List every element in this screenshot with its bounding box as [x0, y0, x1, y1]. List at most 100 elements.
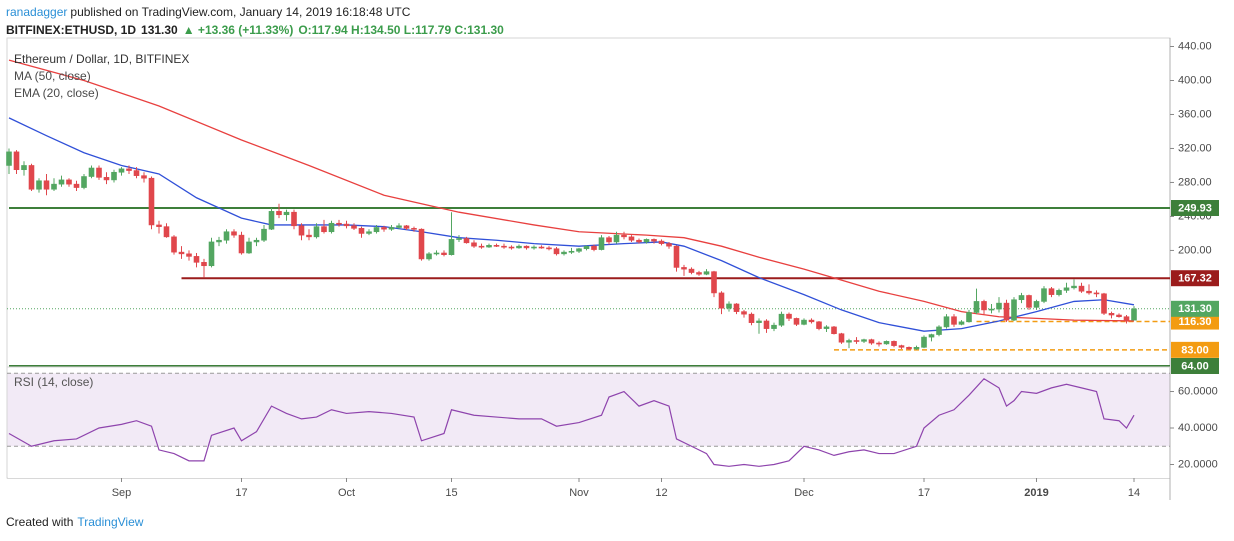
price-tag-label: 131.30 [1178, 303, 1212, 315]
candle-body [913, 347, 920, 350]
candle-body [1033, 301, 1040, 308]
candle-body [388, 227, 395, 230]
y-tick-label: 40.0000 [1178, 422, 1218, 434]
x-tick-label: Oct [338, 487, 355, 499]
candle-body [823, 326, 830, 329]
candle-body [763, 320, 770, 329]
candle-body [696, 272, 702, 275]
symbol: BITFINEX:ETHUSD, 1D [6, 23, 137, 37]
candle-body [876, 342, 882, 345]
candle-body [1003, 302, 1010, 321]
indicator-line [8, 59, 1135, 322]
author[interactable]: ranadagger [6, 5, 68, 19]
candle-body [1011, 299, 1017, 321]
candle-body [441, 252, 447, 255]
candle-body [456, 238, 462, 240]
candle-body [1056, 290, 1062, 295]
candle-body [328, 222, 335, 233]
candle-body [651, 239, 657, 242]
panel-title: RSI (14, close) [14, 375, 93, 389]
symbol-line: BITFINEX:ETHUSD, 1D 131.30 ▲ +13.36 (+11.3… [6, 23, 509, 37]
candle-body [343, 223, 350, 227]
candle-body [396, 225, 402, 228]
candle-body [366, 231, 372, 234]
candle-body [373, 227, 380, 233]
candle-body [756, 320, 762, 323]
price-tag [1171, 200, 1219, 217]
candle-body [546, 247, 552, 250]
candle-body [6, 151, 12, 166]
candle-body [928, 334, 935, 338]
candle-body [96, 167, 102, 178]
candle-body [741, 311, 747, 315]
candle-body [576, 248, 582, 252]
candle-body [1093, 292, 1100, 295]
published: published on TradingView.com, January 14… [70, 5, 411, 19]
candle-body [1071, 285, 1077, 289]
candle-body [178, 251, 185, 255]
candle-body [291, 211, 297, 227]
created-with: Created with [6, 515, 74, 529]
candle-body [666, 243, 672, 247]
candle-body [66, 179, 72, 185]
candle-body [36, 180, 42, 190]
candle-body [51, 183, 57, 190]
candle-body [643, 239, 650, 243]
candle-body [126, 168, 132, 171]
candle-body [501, 245, 507, 248]
candle-body [628, 236, 635, 241]
candle-body [658, 240, 665, 244]
candle-body [156, 224, 162, 227]
candle-body [531, 246, 537, 249]
candle-body [1108, 313, 1115, 316]
candle-body [201, 262, 207, 267]
candle-body [1063, 287, 1070, 291]
rsi-band [7, 373, 1170, 447]
candle-body [943, 316, 950, 328]
x-tick-label: Nov [569, 487, 589, 499]
candle-body [996, 302, 1002, 310]
footer: Created with TradingView [6, 515, 143, 529]
candle-body [748, 313, 755, 323]
candle-body [771, 324, 777, 329]
candle-body [1123, 316, 1130, 321]
candle-body [118, 168, 125, 173]
candle-body [13, 151, 20, 171]
rsi-line [8, 377, 1135, 467]
y-tick-label: 60.0000 [1178, 385, 1218, 397]
last-price: 131.30 [141, 23, 178, 37]
candle-body [231, 231, 237, 236]
candle-body [1018, 295, 1025, 301]
candle-body [298, 225, 305, 236]
candle-body [568, 250, 575, 253]
candle-body [1086, 290, 1092, 294]
candle-body [831, 326, 837, 335]
y-tick-label: 20.0000 [1178, 458, 1218, 470]
candle-body [1026, 295, 1032, 308]
candle-body [208, 241, 215, 267]
panel-bg [7, 367, 1170, 478]
candle-body [906, 347, 912, 350]
candle-body [403, 225, 410, 229]
y-tick-label: 360.00 [1178, 108, 1212, 120]
candle-body [846, 340, 852, 343]
brand[interactable]: TradingView [77, 515, 144, 529]
candle-body [1101, 293, 1107, 314]
candle-body [358, 228, 365, 234]
x-tick-label: 17 [235, 487, 247, 499]
candle-body [81, 176, 87, 188]
candle-body [853, 340, 860, 342]
candle-body [163, 226, 170, 238]
candle-body [103, 177, 110, 181]
candle-body [253, 239, 260, 243]
candle-body [276, 211, 282, 216]
change: ▲ +13.36 (+11.33%) [182, 23, 294, 37]
price-tag [1171, 341, 1219, 358]
candle-body [898, 345, 905, 348]
price-tag-label: 83.00 [1181, 344, 1209, 356]
candle-body [1131, 308, 1137, 321]
candle-body [561, 251, 567, 255]
candle-body [306, 234, 312, 238]
x-tick-label: 14 [1128, 487, 1140, 499]
